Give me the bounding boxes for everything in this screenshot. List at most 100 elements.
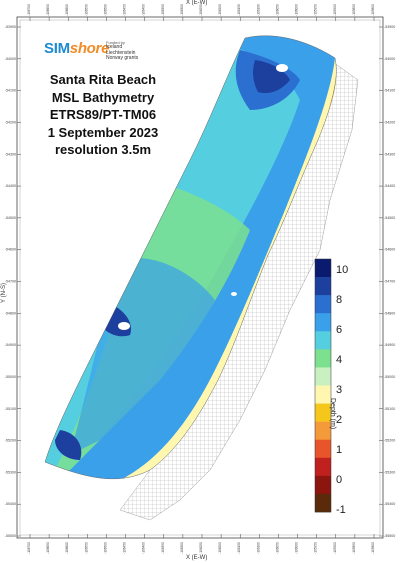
x-tick-label-bottom: -106150 — [237, 542, 241, 554]
y-tick-label-right: -54000 — [384, 57, 395, 61]
map-title-line-5: resolution 3.5m — [54, 142, 152, 157]
depth-legend-colorbar — [314, 258, 332, 513]
y-tick-label-left: -53900 — [5, 25, 16, 29]
simshore-logo: SIMshore Funded by Iceland Liechtenstein… — [44, 36, 164, 64]
x-tick-label-top: -106300 — [180, 4, 184, 16]
y-axis-ticks-right: -53900 -54000 -54100 -54200 -54300 -54400 -545… — [379, 25, 395, 538]
legend-color-step — [315, 331, 331, 350]
y-tick-label-right: -53900 — [384, 25, 395, 29]
y-tick-label-right: -54900 — [384, 343, 395, 347]
x-axis-title-top: X (E-W) — [186, 0, 208, 6]
x-tick-label-top: -105950 — [314, 4, 318, 16]
legend-color-step — [315, 313, 331, 332]
legend-color-step — [315, 475, 331, 495]
x-tick-label-top: -106650 — [46, 4, 50, 16]
legend-tick-label: 0 — [336, 474, 342, 486]
logo-grants: Iceland Liechtenstein Norway grants — [106, 44, 139, 62]
y-tick-label-left: -54900 — [5, 343, 16, 347]
legend-color-step — [315, 403, 331, 422]
x-tick-label-bottom: -106700 — [27, 542, 31, 554]
y-tick-label-left: -54200 — [5, 120, 16, 124]
legend-color-step — [315, 457, 331, 477]
map-title-line-2: MSL Bathymetry — [51, 89, 155, 105]
y-tick-label-left: -55400 — [5, 502, 16, 506]
x-tick-label-top: -106400 — [142, 4, 146, 16]
x-tick-label-top: -106050 — [275, 4, 279, 16]
legend-color-step — [315, 259, 331, 278]
y-tick-label-left: -54100 — [5, 89, 16, 93]
x-tick-label-bottom: -105800 — [371, 542, 375, 554]
x-tick-label-top: -106450 — [123, 4, 127, 16]
y-tick-label-right: -54700 — [384, 280, 395, 284]
y-tick-label-right: -55400 — [384, 502, 395, 506]
x-tick-label-bottom: -105950 — [314, 542, 318, 554]
y-tick-label-right: -54500 — [384, 216, 395, 220]
x-tick-label-bottom: -106350 — [161, 542, 165, 554]
x-tick-label-bottom: -106250 — [199, 542, 203, 554]
logo-funded-by: Funded by — [106, 40, 125, 45]
x-tick-label-top: -106200 — [218, 4, 222, 16]
y-tick-label-left: -54600 — [5, 248, 16, 252]
legend-tick-label: 1 — [336, 444, 342, 456]
y-tick-label-right: -54300 — [384, 152, 395, 156]
x-tick-label-top: -106000 — [295, 4, 299, 16]
y-tick-label-right: -55100 — [384, 407, 395, 411]
x-axis-title-bottom: X (E-W) — [186, 555, 208, 561]
x-tick-label-bottom: -105850 — [352, 542, 356, 554]
logo-text-shore: shore — [69, 40, 110, 57]
x-tick-label-bottom: -106400 — [142, 542, 146, 554]
legend-color-step — [315, 277, 331, 296]
x-tick-label-top: -106700 — [27, 4, 31, 16]
x-axis-ticks-bottom: -106700 -106650 -106600 -106550 -106500 -1064… — [27, 534, 375, 554]
legend-color-step — [315, 367, 331, 386]
y-tick-label-left: -54700 — [5, 280, 16, 284]
legend-color-step — [315, 349, 331, 368]
y-tick-label-left: -55100 — [5, 407, 16, 411]
y-tick-label-left: -54300 — [5, 152, 16, 156]
logo-grants-line-2: Liechtenstein — [106, 49, 136, 56]
map-title-block: Santa Rita Beach MSL Bathymetry ETRS89/P… — [28, 71, 178, 159]
logo-grants-line-3: Norway grants — [106, 55, 139, 61]
map-frame — [16, 16, 384, 539]
map-title-line-3: ETRS89/PT-TM06 — [49, 107, 157, 122]
legend-color-step — [315, 385, 331, 404]
y-tick-label-left: -55500 — [5, 534, 16, 538]
y-axis-title-left: Y (N-S) — [0, 283, 7, 303]
logo-grants-line-1: Iceland — [106, 44, 123, 50]
y-tick-label-left: -54000 — [5, 57, 16, 61]
logo-text-sim: SIM — [44, 40, 70, 57]
y-tick-label-right: -54800 — [384, 311, 395, 315]
y-tick-label-left: -54500 — [5, 216, 16, 220]
legend-color-step — [315, 493, 331, 513]
y-tick-label-right: -55200 — [384, 439, 395, 443]
y-tick-label-left: -55200 — [5, 439, 16, 443]
x-tick-label-bottom: -106000 — [295, 542, 299, 554]
legend-bar-border — [314, 258, 332, 513]
x-tick-label-bottom: -106200 — [218, 542, 222, 554]
strip-outline — [44, 35, 337, 480]
depth-legend-title: Depth (m) — [329, 398, 336, 430]
legend-tick-label: 6 — [336, 324, 342, 336]
x-axis-ticks-top: -106700 -106650 -106600 -106550 -106500 -1064… — [27, 4, 375, 21]
x-tick-label-bottom: -105900 — [333, 542, 337, 554]
legend-color-step — [315, 421, 331, 441]
y-tick-label-right: -54600 — [384, 248, 395, 252]
x-tick-label-top: -106150 — [237, 4, 241, 16]
y-tick-label-right: -55500 — [384, 534, 395, 538]
x-tick-label-top: -106550 — [84, 4, 88, 16]
y-tick-label-right: -55000 — [384, 375, 395, 379]
legend-tick-label: 3 — [336, 384, 342, 396]
x-tick-label-bottom: -106650 — [46, 542, 50, 554]
y-tick-label-left: -54400 — [5, 184, 16, 188]
x-tick-label-top: -106600 — [65, 4, 69, 16]
y-tick-label-right: -55300 — [384, 470, 395, 474]
x-tick-label-bottom: -106100 — [256, 542, 260, 554]
legend-tick-label: -1 — [336, 504, 346, 516]
map-title-line-4: 1 September 2023 — [47, 124, 159, 140]
map-frame-inner — [19, 19, 381, 536]
legend-tick-label: 8 — [336, 294, 342, 306]
y-axis-ticks-left: -53900 -54000 -54100 -54200 -54300 -54400 -545… — [5, 25, 21, 538]
legend-tick-label: 4 — [336, 354, 342, 366]
